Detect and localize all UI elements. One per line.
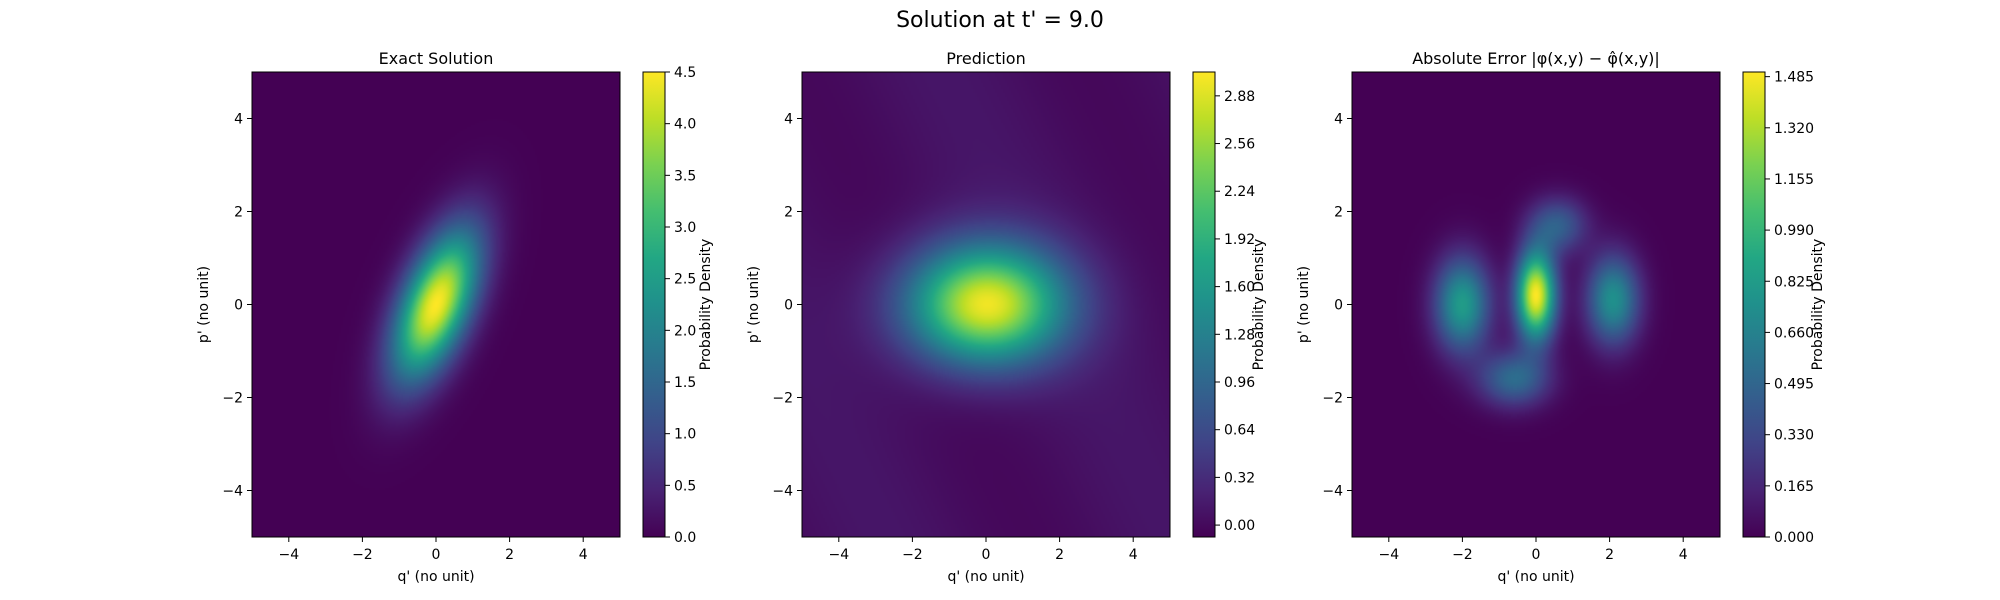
y-axis-label: p' (no unit) — [1296, 266, 1312, 343]
x-axis-label: q' (no unit) — [947, 569, 1024, 585]
heatmap-image — [1352, 72, 1720, 537]
y-tick-label: 2 — [234, 205, 243, 221]
colorbar-tick-label: 1.155 — [1774, 172, 1814, 188]
colorbar-tick-label: 1.92 — [1224, 232, 1255, 248]
colorbar-tick-label: 0.825 — [1774, 274, 1814, 290]
x-tick-label: 4 — [1679, 547, 1688, 563]
colorbar-tick-label: 0.64 — [1224, 423, 1255, 439]
colorbar — [1742, 71, 1766, 538]
colorbar-tick-label: 0.0 — [674, 530, 696, 546]
colorbar-tick-label: 1.5 — [674, 375, 696, 391]
y-tick-label: −2 — [222, 391, 243, 407]
colorbar-tick-label: 1.485 — [1774, 70, 1814, 86]
colorbar-tick-label: 0.00 — [1224, 518, 1255, 534]
y-axis-label: p' (no unit) — [196, 266, 212, 343]
colorbar-tick-label: 0.5 — [674, 478, 696, 494]
x-tick-label: −4 — [278, 547, 299, 563]
colorbar-tick-label: 0.495 — [1774, 377, 1814, 393]
x-axis-label: q' (no unit) — [397, 569, 474, 585]
x-tick-label: 4 — [579, 547, 588, 563]
x-tick-label: −4 — [1378, 547, 1399, 563]
colorbar-tick-label: 3.0 — [674, 220, 696, 236]
colorbar — [642, 71, 666, 538]
x-tick-label: −2 — [902, 547, 923, 563]
y-tick-label: 4 — [1334, 112, 1343, 128]
y-tick-label: −4 — [1322, 484, 1343, 500]
x-tick-label: 2 — [1055, 547, 1064, 563]
x-tick-label: 0 — [432, 547, 441, 563]
subplot-title: Absolute Error |φ(x,y) − φ̂(x,y)| — [1412, 49, 1660, 68]
x-tick-label: 2 — [505, 547, 514, 563]
colorbar-tick-label: 0.990 — [1774, 223, 1814, 239]
y-tick-label: 0 — [234, 298, 243, 314]
colorbar-tick-label: 0.32 — [1224, 470, 1255, 486]
y-tick-label: −4 — [222, 484, 243, 500]
x-tick-label: 2 — [1605, 547, 1614, 563]
colorbar-tick-label: 0.660 — [1774, 325, 1814, 341]
x-axis-label: q' (no unit) — [1497, 569, 1574, 585]
colorbar-tick-label: 2.5 — [674, 272, 696, 288]
colorbar-tick-label: 3.5 — [674, 168, 696, 184]
colorbar-tick-label: 2.56 — [1224, 137, 1255, 153]
subplot-1: Exact Solution −4 −2 0 2 4 −4 −2 0 2 4 q' (no unit)… — [196, 49, 714, 585]
colorbar-label: Probability Density — [1251, 239, 1267, 371]
colorbar-label: Probability Density — [698, 239, 714, 371]
y-tick-label: 2 — [784, 205, 793, 221]
colorbar-tick-label: 0.000 — [1774, 530, 1814, 546]
colorbar-tick-label: 1.28 — [1224, 327, 1255, 343]
colorbar-label: Probability Density — [1810, 239, 1826, 371]
subplot-title: Exact Solution — [379, 49, 494, 68]
x-tick-label: −2 — [352, 547, 373, 563]
heatmap-image — [252, 72, 620, 537]
x-tick-label: −4 — [828, 547, 849, 563]
x-tick-label: 0 — [982, 547, 991, 563]
subplot-3: Absolute Error |φ(x,y) − φ̂(x,y)| −4 −2 0 2 4… — [1296, 49, 1826, 585]
colorbar-tick-label: 2.88 — [1224, 89, 1255, 105]
subplot-title: Prediction — [946, 49, 1025, 68]
y-tick-label: 0 — [784, 298, 793, 314]
y-tick-label: 2 — [1334, 205, 1343, 221]
colorbar-tick-label: 4.0 — [674, 117, 696, 133]
y-tick-label: 4 — [784, 112, 793, 128]
colorbar-tick-label: 1.0 — [674, 427, 696, 443]
colorbar-tick-label: 0.96 — [1224, 375, 1255, 391]
figure-title: Solution at t' = 9.0 — [896, 8, 1104, 33]
heatmap-image — [802, 72, 1170, 537]
x-tick-label: 4 — [1129, 547, 1138, 563]
y-axis-label: p' (no unit) — [746, 266, 762, 343]
subplot-2: Prediction −4 −2 0 2 4 −4 −2 0 2 4 q' (no unit) p' (… — [746, 49, 1267, 585]
colorbar-tick-label: 1.60 — [1224, 280, 1255, 296]
colorbar-tick-label: 2.24 — [1224, 184, 1255, 200]
x-tick-label: −2 — [1452, 547, 1473, 563]
colorbar-tick-label: 0.330 — [1774, 428, 1814, 444]
colorbar-tick-label: 0.165 — [1774, 479, 1814, 495]
colorbar-tick-label: 4.5 — [674, 65, 696, 81]
y-tick-label: −4 — [772, 484, 793, 500]
colorbar — [1192, 71, 1216, 538]
y-tick-label: −2 — [1322, 391, 1343, 407]
y-tick-label: 4 — [234, 112, 243, 128]
x-tick-label: 0 — [1532, 547, 1541, 563]
colorbar-tick-label: 1.320 — [1774, 121, 1814, 137]
colorbar-tick-label: 2.0 — [674, 323, 696, 339]
y-tick-label: −2 — [772, 391, 793, 407]
y-tick-label: 0 — [1334, 298, 1343, 314]
